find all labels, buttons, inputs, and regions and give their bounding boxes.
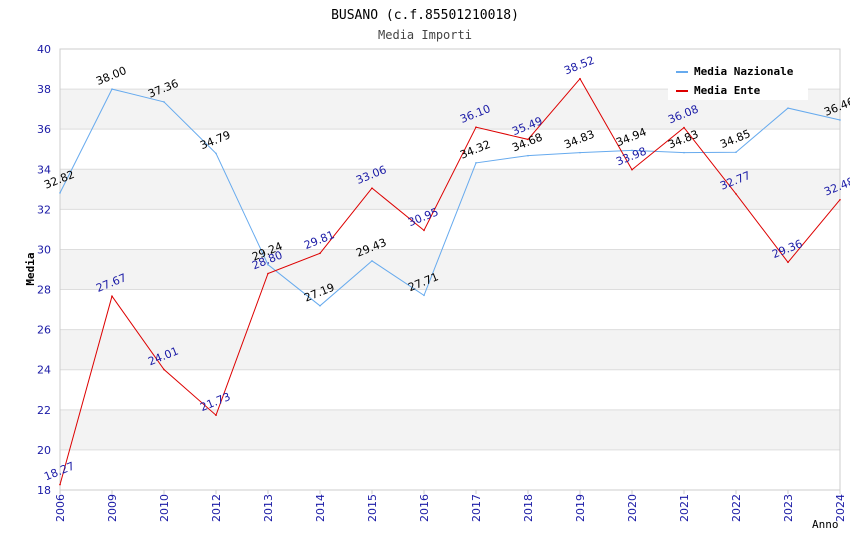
- grid-band: [60, 409, 840, 450]
- grid-band: [60, 369, 840, 410]
- x-tick-label: 2013: [262, 494, 275, 522]
- x-tick-label: 2020: [626, 494, 639, 522]
- data-point: [579, 77, 581, 80]
- y-tick-label: 38: [37, 83, 51, 96]
- legend-label-media-ente: Media Ente: [694, 84, 761, 97]
- data-point: [163, 368, 165, 371]
- y-tick-label: 36: [37, 123, 51, 136]
- data-point: [423, 294, 425, 297]
- data-point: [735, 151, 737, 154]
- grid-band: [60, 169, 840, 210]
- data-point: [319, 252, 321, 255]
- grid-bands: [60, 49, 840, 490]
- y-tick-label: 24: [37, 364, 51, 377]
- x-tick-label: 2022: [730, 494, 743, 522]
- data-point: [683, 126, 685, 129]
- data-point: [423, 229, 425, 232]
- data-point: [111, 295, 113, 297]
- data-point: [475, 126, 477, 128]
- y-tick-label: 34: [37, 163, 51, 176]
- y-tick-label: 40: [37, 43, 51, 56]
- data-point: [111, 88, 113, 90]
- y-tick-label: 30: [37, 243, 51, 256]
- data-point: [631, 168, 633, 171]
- data-point: [215, 414, 217, 417]
- legend-label-media-nazionale: Media Nazionale: [694, 65, 794, 78]
- grid-band: [60, 329, 840, 370]
- grid-band: [60, 249, 840, 290]
- data-point: [527, 154, 529, 157]
- y-tick-label: 26: [37, 324, 51, 337]
- grid-band: [60, 129, 840, 170]
- data-point: [267, 263, 269, 266]
- y-tick-label: 28: [37, 284, 51, 297]
- data-point: [787, 261, 789, 264]
- data-point: [579, 151, 581, 154]
- y-axis-ticks: 18 20 22 24 26 28 30 32 34 36 38 40: [37, 43, 51, 497]
- data-point: [839, 119, 841, 121]
- data-point: [527, 138, 529, 141]
- y-tick-label: 22: [37, 404, 51, 417]
- y-axis-label: Media: [24, 252, 37, 285]
- x-tick-label: 2009: [106, 494, 119, 522]
- x-tick-label: 2021: [678, 494, 691, 522]
- x-axis-label: Anno: [812, 518, 839, 531]
- legend-box: [668, 60, 808, 100]
- x-tick-label: 2012: [210, 494, 223, 522]
- data-point: [59, 192, 61, 194]
- chart-subtitle: Media Importi: [378, 28, 472, 42]
- data-point: [163, 101, 165, 103]
- data-point: [839, 198, 841, 201]
- x-tick-label: 2014: [314, 494, 327, 522]
- series-line-media-ente: [59, 77, 841, 485]
- x-tick-label: 2023: [782, 494, 795, 522]
- x-tick-label: 2018: [522, 494, 535, 522]
- data-point: [475, 162, 477, 164]
- data-point: [215, 152, 217, 155]
- plot-frame: [59, 48, 841, 491]
- data-point: [59, 483, 61, 486]
- x-tick-label: 2019: [574, 494, 587, 522]
- data-point: [735, 193, 737, 195]
- x-tick-label: 2010: [158, 494, 171, 522]
- data-point: [319, 304, 321, 307]
- data-point: [371, 187, 373, 189]
- y-tick-label: 32: [37, 203, 51, 216]
- y-tick-label: 18: [37, 484, 51, 497]
- y-tick-label: 20: [37, 444, 51, 457]
- x-tick-label: 2017: [470, 494, 483, 522]
- series-line-media-nazionale: [59, 88, 841, 307]
- x-tick-label: 2016: [418, 494, 431, 522]
- x-tick-label: 2006: [54, 494, 67, 522]
- data-point: [683, 151, 685, 154]
- x-axis-ticks: 2006 2009 2010 2012 2013 2014 2015 2016 2017 2018…: [54, 490, 847, 522]
- data-point: [267, 272, 269, 275]
- grid-band: [60, 449, 840, 490]
- chart-title: BUSANO (c.f.85501210018): [331, 8, 519, 23]
- x-tick-label: 2024: [834, 494, 847, 522]
- series-lines: [59, 77, 841, 486]
- data-point: [787, 107, 789, 109]
- x-tick-label: 2015: [366, 494, 379, 522]
- data-point: [371, 260, 373, 262]
- grid-band: [60, 289, 840, 330]
- data-point: [631, 149, 633, 152]
- legend: Media Nazionale Media Ente: [668, 60, 808, 100]
